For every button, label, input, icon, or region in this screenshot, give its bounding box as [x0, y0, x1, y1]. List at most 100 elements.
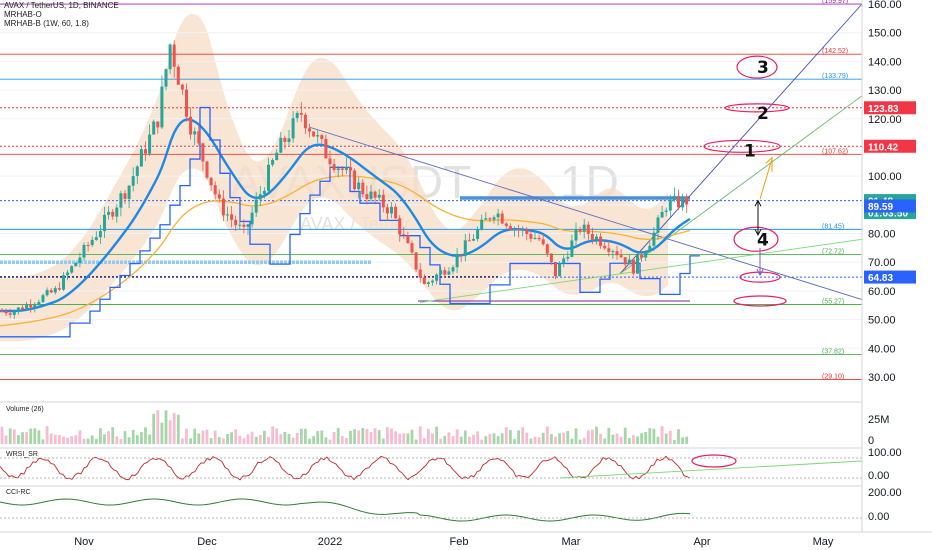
- candle-body-116: [476, 229, 480, 239]
- volume-bar-90: [369, 432, 373, 444]
- candle-41: [168, 43, 172, 75]
- volume-bar-14: [58, 434, 61, 444]
- candle-100: [410, 240, 414, 255]
- candle-body-47: [193, 131, 197, 135]
- candle-75: [308, 123, 311, 138]
- volume-bar-133: [545, 426, 549, 444]
- indicator-label-mrhab-o: MRHAB-O: [4, 10, 42, 19]
- volume-bar-62: [254, 436, 258, 444]
- volume-bar-146: [599, 433, 602, 444]
- candle-164: [672, 187, 676, 203]
- volume-bar-52: [213, 430, 217, 444]
- descending-trendline: [309, 126, 863, 300]
- price-tick-10: 130.00: [868, 85, 902, 97]
- candle-134: [549, 253, 553, 265]
- candle-body-98: [402, 234, 406, 236]
- volume-bar-84: [345, 438, 348, 444]
- volume-bar-131: [537, 437, 541, 444]
- candle-body-26: [107, 211, 111, 215]
- volume-bar-26: [107, 431, 110, 444]
- volume-bar-20: [82, 439, 86, 444]
- candle-body-108: [443, 270, 447, 275]
- candle-body-77: [316, 135, 320, 137]
- candle-93: [381, 189, 385, 213]
- volume-bar-71: [291, 437, 295, 444]
- candle-body-5: [21, 307, 24, 310]
- pane-tick-3: 0.00: [868, 470, 889, 482]
- candle-149: [611, 249, 615, 259]
- time-axis[interactable]: Nov Dec 2022 Feb Mar Apr May: [0, 531, 932, 548]
- candle-body-105: [431, 280, 434, 283]
- candle-body-49: [201, 143, 205, 162]
- candle-145: [595, 233, 598, 245]
- candle-99: [406, 231, 410, 244]
- candle-125: [513, 226, 516, 237]
- candle-159: [652, 226, 656, 252]
- candle-98: [402, 226, 406, 239]
- volume-bar-127: [521, 427, 525, 444]
- candle-150: [615, 245, 619, 260]
- volume-bar-85: [349, 431, 352, 444]
- annotation-ellipse-5: [733, 295, 787, 307]
- candle-body-140: [574, 229, 578, 241]
- volume-bar-93: [381, 438, 385, 444]
- price-tag-4: 89.59: [864, 199, 916, 213]
- candle-110: [451, 265, 455, 275]
- volume-bar-30: [123, 431, 127, 444]
- candle-body-160: [656, 217, 660, 233]
- volume-bar-158: [648, 428, 652, 444]
- candle-39: [160, 75, 164, 130]
- candle-141: [578, 226, 582, 235]
- candle-body-80: [328, 158, 332, 165]
- volume-bar-15: [62, 436, 65, 444]
- volume-bar-124: [509, 430, 512, 444]
- candle-95: [390, 202, 393, 219]
- candle-6: [25, 301, 29, 311]
- candle-body-28: [115, 207, 119, 217]
- volume-bar-134: [550, 434, 553, 444]
- candle-body-75: [308, 128, 311, 132]
- candle-119: [488, 217, 492, 223]
- volume-bar-6: [25, 432, 28, 444]
- candle-160: [656, 214, 660, 240]
- candle-26: [107, 206, 111, 220]
- candle-body-41: [168, 44, 172, 70]
- candle-body-76: [312, 131, 316, 137]
- time-label-nov: Nov: [74, 536, 94, 548]
- volume-bar-25: [103, 434, 106, 444]
- volume-bar-141: [578, 439, 582, 444]
- candle-body-141: [578, 229, 582, 232]
- candle-body-135: [554, 262, 557, 277]
- ema-blue-line: [0, 118, 691, 313]
- volume-bar-144: [591, 429, 594, 444]
- volume-bar-70: [287, 433, 291, 444]
- fib-levels: (159.97) (142.52) (133.79) (107.62) (81.45) (…: [0, 0, 862, 381]
- candle-body-93: [381, 194, 385, 208]
- volume-bar-92: [377, 430, 381, 444]
- candle-94: [385, 203, 389, 221]
- candle-body-27: [111, 211, 115, 217]
- measure-arrow-head-top: [754, 199, 762, 207]
- price-tag-bg-5: [864, 270, 916, 284]
- volume-bar-119: [488, 433, 492, 444]
- candle-74: [303, 112, 307, 134]
- wave-label-4: 4: [757, 230, 769, 250]
- volume-bar-107: [439, 438, 443, 444]
- volume-bar-17: [70, 436, 74, 444]
- candle-129: [529, 229, 533, 243]
- candle-body-22: [90, 239, 94, 246]
- candle-body-84: [344, 167, 348, 170]
- candle-body-162: [664, 210, 668, 212]
- candle-2: [8, 308, 12, 318]
- candle-body-102: [418, 269, 422, 278]
- candle-body-70: [287, 138, 291, 142]
- candle-body-32: [131, 176, 135, 186]
- volume-bar-38: [156, 410, 160, 444]
- volume-bar-82: [336, 427, 340, 444]
- price-tick-4: 70.00: [868, 257, 896, 269]
- candle-103: [422, 274, 426, 285]
- candle-62: [254, 192, 258, 218]
- candle-body-128: [525, 229, 529, 235]
